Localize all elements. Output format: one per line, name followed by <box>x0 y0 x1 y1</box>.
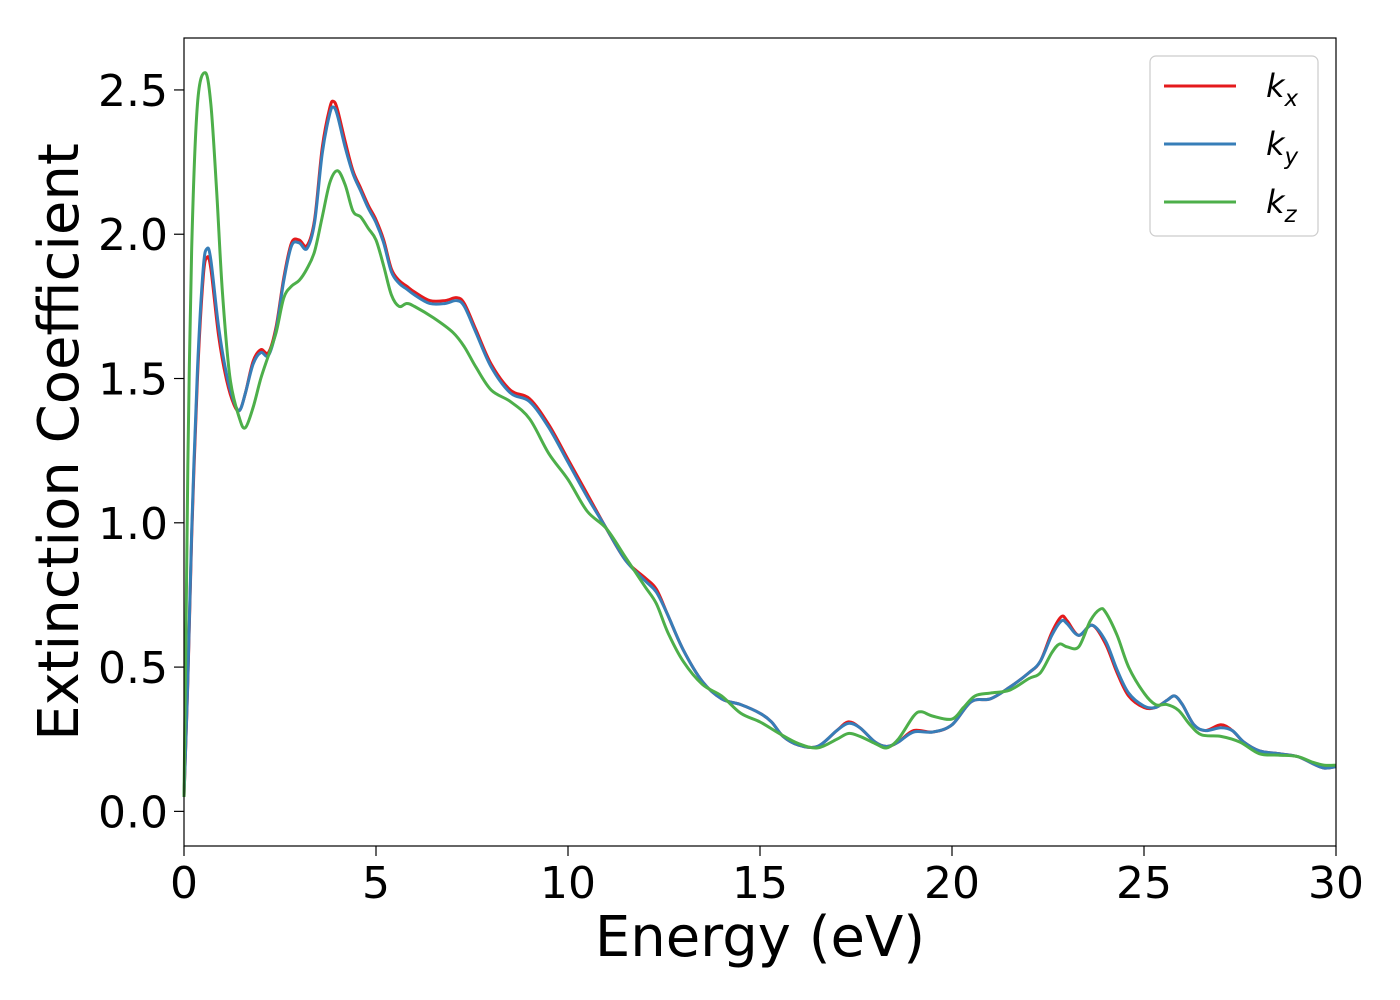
y-tick-label: 0.0 <box>98 787 168 838</box>
x-tick-label: 0 <box>170 858 198 909</box>
y-axis-title: Extinction Coefficient <box>27 143 92 741</box>
y-tick-label: 1.0 <box>98 499 168 550</box>
x-tick-label: 25 <box>1116 858 1172 909</box>
ticks-layer: 0 5 10 15 20 25 30 0.0 0.5 1.0 1.5 2.0 2.5 <box>98 66 1364 909</box>
x-tick-label: 20 <box>924 858 980 909</box>
legend-box <box>1149 55 1319 237</box>
series-layer <box>182 71 1337 797</box>
y-tick-label: 1.5 <box>98 355 168 406</box>
x-tick-label: 10 <box>540 858 596 909</box>
x-axis-title: Energy (eV) <box>595 905 925 970</box>
series-line-kz <box>182 71 1337 797</box>
y-tick-label: 2.5 <box>98 66 168 117</box>
x-tick-label: 15 <box>732 858 788 909</box>
x-tick-label: 30 <box>1308 858 1364 909</box>
x-tick-label: 5 <box>362 858 390 909</box>
legend-label-kx: kx <box>1266 67 1299 112</box>
y-tick-label: 2.0 <box>98 210 168 261</box>
y-tick-label: 0.5 <box>98 643 168 694</box>
